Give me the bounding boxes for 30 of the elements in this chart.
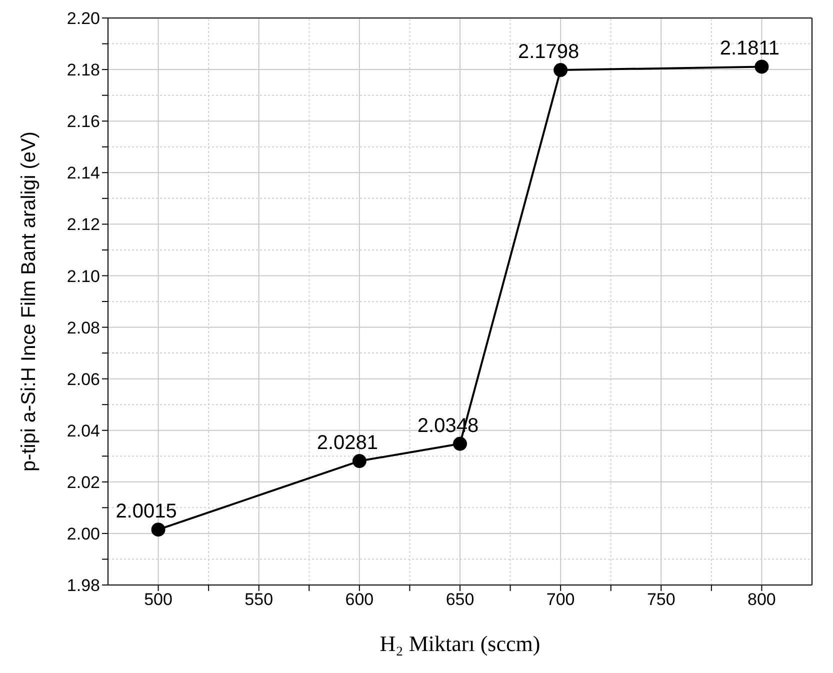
y-tick-label: 2.18 (66, 60, 100, 80)
y-tick-label: 2.12 (66, 215, 100, 234)
y-tick-label: 1.98 (66, 576, 100, 596)
x-tick-label: 750 (646, 590, 676, 610)
x-tick-label: 500 (144, 590, 172, 610)
y-tick-label: 2.16 (66, 112, 100, 132)
y-tick-label: 2.04 (66, 421, 100, 440)
x-tick-label: 800 (748, 590, 776, 610)
y-tick-label: 2.08 (66, 318, 100, 338)
y-tick-label: 2.10 (66, 266, 100, 286)
x-tick-label: 550 (244, 590, 274, 610)
data-label: 2.1798 (518, 41, 580, 64)
point (554, 63, 568, 78)
y-tick-label: 2.14 (66, 164, 100, 183)
y-tick-label: 2.06 (66, 370, 100, 389)
point (151, 522, 166, 537)
point (352, 454, 366, 468)
point (754, 60, 769, 74)
point (453, 436, 467, 451)
y-axis-title: p-tipi a-Si:H Ince Film Bant araligi (eV) (18, 131, 40, 472)
y-tick-label: 2.02 (66, 472, 100, 492)
x-tick-label: 600 (345, 590, 374, 610)
data-label: 2.1811 (720, 38, 780, 60)
x-axis-title: H₂ Miktarı (sccm) (380, 631, 540, 656)
y-tick-label: 2.00 (66, 524, 100, 544)
x-tick-label: 650 (446, 590, 474, 610)
data-label: 2.0281 (316, 432, 378, 454)
y-tick-label: 2.20 (66, 9, 100, 28)
data-label: 2.0015 (116, 500, 177, 523)
x-tick-label: 700 (546, 590, 575, 610)
